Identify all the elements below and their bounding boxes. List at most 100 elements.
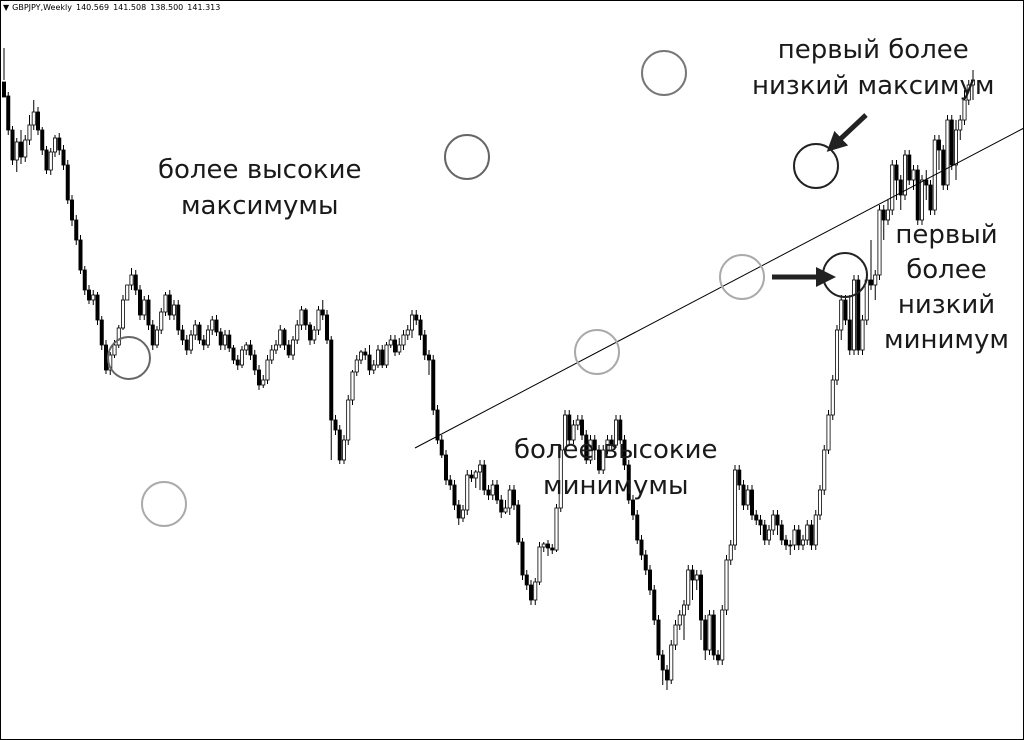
candle-body: [860, 319, 865, 351]
candle-body: [201, 339, 206, 346]
candle: [784, 535, 789, 550]
candle-body: [363, 351, 368, 356]
candle-body: [312, 329, 317, 341]
candle: [745, 485, 750, 510]
candle-body: [733, 469, 738, 546]
candle-body: [48, 151, 53, 171]
candle-body: [537, 546, 542, 583]
candle-body: [805, 524, 810, 541]
candle-body: [159, 311, 164, 331]
close-value: 141.313: [187, 3, 221, 12]
lower-high-arrow: [826, 113, 868, 152]
candle-body: [299, 309, 304, 326]
candle-body: [418, 319, 423, 336]
candle-body: [40, 129, 45, 151]
candle-body: [392, 339, 397, 353]
candle-body: [779, 524, 784, 541]
candle-body: [971, 79, 976, 86]
candle-body: [707, 614, 712, 651]
higher-low-circle-1: [141, 481, 187, 527]
candle: [133, 270, 138, 295]
candle-body: [44, 149, 49, 171]
candle-body: [660, 654, 665, 671]
candle: [711, 610, 716, 660]
candle-body: [435, 409, 440, 441]
candle-body: [626, 464, 631, 501]
candle-body: [558, 449, 563, 509]
candle: [269, 345, 274, 364]
candle-body: [826, 414, 831, 451]
candle-group: [2, 48, 976, 690]
candle-body: [27, 124, 32, 141]
candle-body: [227, 334, 232, 349]
candle-body: [762, 524, 767, 541]
candle-body: [133, 274, 138, 291]
candle-body: [656, 619, 661, 656]
candle: [881, 205, 886, 240]
candle-body: [567, 414, 572, 441]
candle: [205, 325, 210, 348]
candle-body: [635, 514, 640, 541]
candle-body: [822, 449, 827, 491]
candle: [388, 335, 393, 348]
marker-circles: [107, 50, 868, 527]
candle-body: [618, 419, 623, 441]
candle-body: [367, 354, 372, 371]
candle-body: [550, 547, 555, 551]
candle: [805, 520, 810, 545]
candle-body: [188, 334, 193, 351]
candle: [197, 322, 202, 344]
candle: [307, 322, 312, 345]
candle-body: [129, 274, 134, 286]
candle: [682, 600, 687, 640]
candle: [465, 470, 470, 515]
candle: [222, 330, 227, 350]
candle-body: [121, 299, 126, 329]
candle: [903, 150, 908, 200]
candle-body: [699, 574, 704, 621]
candle: [648, 565, 653, 595]
candle-body: [894, 164, 899, 181]
candle: [320, 300, 325, 320]
higher-lows-label: более высокие минимумы: [514, 435, 718, 501]
candle-body: [490, 484, 495, 496]
candle: [971, 70, 976, 100]
candle: [290, 336, 295, 360]
candle: [299, 306, 304, 330]
candle-body: [18, 141, 23, 158]
candle: [894, 160, 899, 200]
candle-body: [146, 299, 151, 326]
candle: [10, 126, 15, 165]
candle: [244, 342, 249, 355]
candle-body: [184, 339, 189, 351]
candle: [137, 285, 142, 320]
candle: [567, 410, 572, 444]
triangle-down-icon[interactable]: ▼: [3, 3, 10, 12]
candle-body: [830, 379, 835, 416]
candle: [835, 325, 840, 385]
candle: [78, 235, 83, 274]
candle-body: [631, 499, 636, 516]
candle-body: [414, 314, 419, 321]
candle: [36, 107, 41, 135]
candle-body: [290, 339, 295, 356]
candle: [618, 415, 623, 444]
candle: [792, 525, 797, 550]
candle-body: [801, 539, 806, 546]
candle: [329, 336, 334, 460]
candle-body: [873, 274, 878, 286]
candle: [201, 335, 206, 350]
candle: [380, 345, 385, 368]
candle: [439, 435, 444, 458]
candle-body: [465, 474, 470, 511]
candle: [350, 370, 355, 405]
candle: [121, 295, 126, 330]
candle-body: [70, 199, 75, 221]
candle: [529, 580, 534, 605]
candle: [239, 346, 244, 368]
candle-body: [57, 137, 62, 151]
candle-body: [724, 559, 729, 611]
candle: [524, 570, 529, 590]
candle-body: [520, 541, 525, 576]
candle-body: [295, 324, 300, 341]
